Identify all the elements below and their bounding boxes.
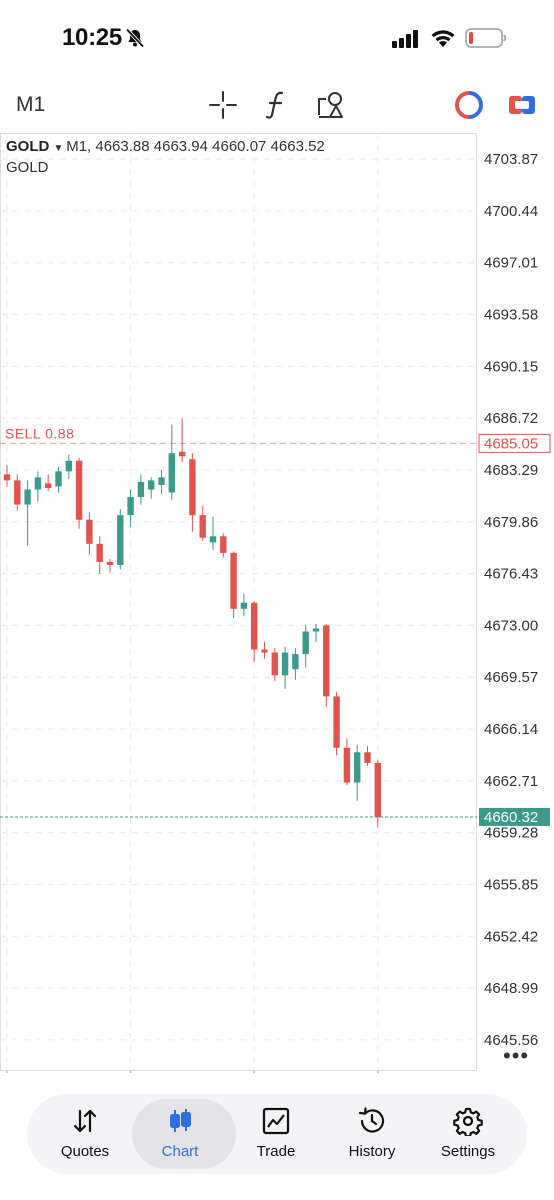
price-axis-label: 4662.71 [484,773,538,790]
crosshair-icon[interactable] [208,90,238,120]
candle-body [158,477,165,485]
price-axis-label: 4690.15 [484,358,538,375]
bid-price-tag-label: 4660.32 [484,809,538,826]
bell-muted-icon [125,28,145,48]
price-axis-label: 4697.01 [484,255,538,272]
candle-body [14,480,21,505]
nav-label-history: History [348,1143,396,1160]
candle-body [374,762,381,818]
price-chart[interactable]: 4703.87 4700.44 4697.01 4693.58 4690.15 4686.… [0,133,554,1073]
price-axis-label: 4673.00 [484,617,538,634]
candle-body [323,625,330,697]
price-axis-label: 4679.86 [484,514,538,531]
indicators-icon[interactable] [262,89,290,121]
ohlc-values: M1, 4663.88 4663.94 4660.07 4663.52 [66,138,325,155]
status-bar: 10:25 [0,0,554,80]
nav-label-chart: Chart [161,1143,199,1160]
candle-body [230,552,237,609]
candle-body [45,483,52,488]
candle-body [34,477,42,490]
price-axis-label: 4659.28 [484,825,538,842]
candle-body [3,474,11,481]
candle-body [240,602,248,609]
trade-icon [262,1107,290,1135]
symbol-description: GOLD [6,159,49,176]
candle-body [127,497,134,516]
nav-history[interactable]: History [322,1094,422,1174]
objects-icon[interactable] [316,89,348,121]
candle-body [312,628,320,632]
candle-body [281,652,289,676]
price-axis-label: 4652.42 [484,928,538,945]
status-time: 10:25 [62,24,122,51]
candle-body [106,561,114,565]
candle-body [261,649,268,653]
bottom-navigation: Quotes Chart Trade History [27,1094,527,1174]
candle-body [96,543,103,562]
nav-quotes[interactable]: Quotes [35,1094,135,1174]
candle-body [168,453,175,493]
price-axis-label: 4700.44 [484,203,538,220]
price-axis-label: 4676.43 [484,566,538,583]
nav-chart[interactable]: Chart [130,1094,236,1174]
price-axis-label: 4669.57 [484,669,538,686]
price-axis-label: 4686.72 [484,410,538,427]
candle-body [86,519,93,544]
price-axis-label: 4645.56 [484,1032,538,1049]
nav-label-trade: Trade [256,1143,296,1160]
cellular-signal-icon [392,30,418,48]
candle-body [220,536,227,553]
candle-body [343,747,351,783]
candle-body [364,752,371,763]
candle-body [333,696,340,748]
price-axis-label: 4693.58 [484,307,538,324]
candle-body [55,471,62,487]
candle-body [117,515,124,565]
price-axis-label: 4666.14 [484,721,538,738]
chart-icon [170,1109,191,1132]
nav-label-quotes: Quotes [60,1143,110,1160]
candlestick-chart[interactable]: 4703.87 4700.44 4697.01 4693.58 4690.15 4686.… [0,133,554,1073]
chart-header: GOLD ▼ M1, 4663.88 4663.94 4660.07 4663.… [6,137,325,177]
nav-trade[interactable]: Trade [226,1094,326,1174]
candle-body [292,654,299,670]
more-options-icon[interactable]: ••• [503,1043,530,1068]
symbol-label[interactable]: GOLD [6,138,50,155]
price-axis-label: 4703.87 [484,151,538,168]
candle-body [354,752,361,783]
nav-settings[interactable]: Settings [418,1094,518,1174]
timeframe-button[interactable]: M1 [16,93,46,116]
wifi-icon [431,30,455,47]
plot-frame [0,133,477,1071]
candle-body [271,652,278,676]
candle-body [65,460,72,472]
candle-body [178,451,186,457]
sell-order-label: SELL 0.88 [5,425,74,441]
settings-icon [453,1107,483,1136]
battery-low-icon [465,28,507,48]
price-axis-label: 4655.85 [484,876,538,893]
symbol-dropdown-icon[interactable]: ▼ [53,143,67,154]
history-icon [358,1107,385,1133]
candle-body [302,631,309,655]
price-axis-label: 4683.29 [484,462,538,479]
candle-body [209,536,217,543]
candle-body [75,460,83,520]
candle-body [199,515,206,538]
bid-price-tag [479,807,550,826]
price-axis-label: 4648.99 [484,980,538,997]
nav-label-settings: Settings [440,1143,496,1160]
candle-body [24,489,31,505]
active-tab-highlight [132,1099,236,1169]
candle-body [137,481,145,498]
trade-mode-icon[interactable] [507,92,537,118]
candle-body [189,459,196,516]
candle-body [251,602,258,650]
sell-price-tag [478,433,551,453]
sell-price-tag-label: 4685.05 [484,435,538,452]
quotes-icon [73,1109,97,1133]
one-click-trading-icon[interactable] [454,90,484,120]
candle-body [148,480,155,490]
